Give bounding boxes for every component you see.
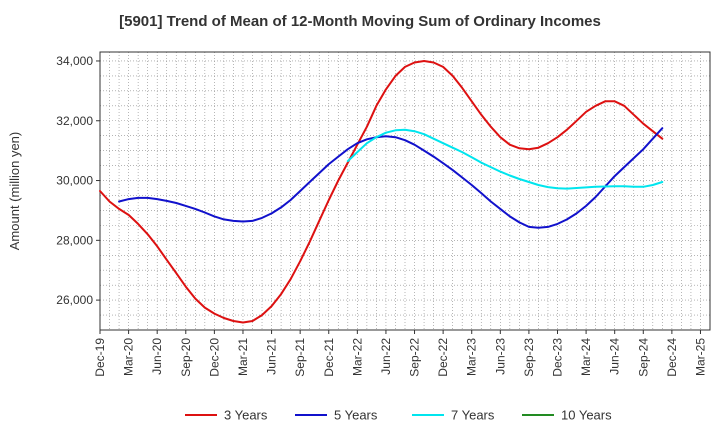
x-tick-label: Mar-22 bbox=[350, 338, 364, 376]
y-tick-label: 32,000 bbox=[56, 114, 93, 128]
grid bbox=[100, 52, 710, 330]
x-tick-label: Jun-21 bbox=[265, 338, 279, 375]
x-tick-label: Sep-20 bbox=[179, 338, 193, 377]
y-tick-label: 28,000 bbox=[56, 233, 93, 247]
x-tick-label: Mar-20 bbox=[122, 338, 136, 376]
legend-label-5-years: 5 Years bbox=[334, 408, 378, 423]
x-tick-label: Jun-24 bbox=[608, 338, 622, 375]
x-tick-label: Dec-20 bbox=[207, 338, 221, 377]
y-tick-label: 30,000 bbox=[56, 174, 93, 188]
x-tick-label: Mar-23 bbox=[465, 338, 479, 376]
series-line-3-years bbox=[99, 60, 664, 324]
x-tick-label: Sep-21 bbox=[293, 338, 307, 377]
legend-label-3-years: 3 Years bbox=[224, 408, 268, 423]
chart-title: [5901] Trend of Mean of 12-Month Moving … bbox=[119, 13, 601, 30]
x-tick-label: Sep-22 bbox=[408, 338, 422, 377]
series-line-7-years bbox=[346, 128, 664, 190]
y-axis-label: Amount (million yen) bbox=[7, 132, 22, 251]
x-tick-label: Dec-24 bbox=[665, 338, 679, 377]
series-line-5-years bbox=[118, 127, 664, 229]
x-tick-label: Dec-22 bbox=[436, 338, 450, 377]
x-tick-label: Jun-20 bbox=[150, 338, 164, 375]
legend-label-10-years: 10 Years bbox=[561, 408, 612, 423]
y-tick-label: 34,000 bbox=[56, 54, 93, 68]
x-tick-label: Sep-23 bbox=[522, 338, 536, 377]
x-tick-label: Jun-22 bbox=[379, 338, 393, 375]
x-tick-label: Mar-21 bbox=[236, 338, 250, 376]
x-tick-label: Dec-19 bbox=[93, 338, 107, 377]
legend: 3 Years 5 Years 7 Years 10 Years bbox=[185, 408, 612, 423]
legend-label-7-years: 7 Years bbox=[451, 408, 495, 423]
x-tick-label: Mar-25 bbox=[693, 338, 707, 376]
y-tick-label: 26,000 bbox=[56, 293, 93, 307]
x-tick-label: Jun-23 bbox=[493, 338, 507, 375]
series-lines bbox=[99, 60, 664, 324]
x-tick-label: Dec-21 bbox=[322, 338, 336, 377]
x-tick-label: Sep-24 bbox=[636, 338, 650, 377]
x-tick-label: Dec-23 bbox=[551, 338, 565, 377]
x-tick-label: Mar-24 bbox=[579, 338, 593, 376]
